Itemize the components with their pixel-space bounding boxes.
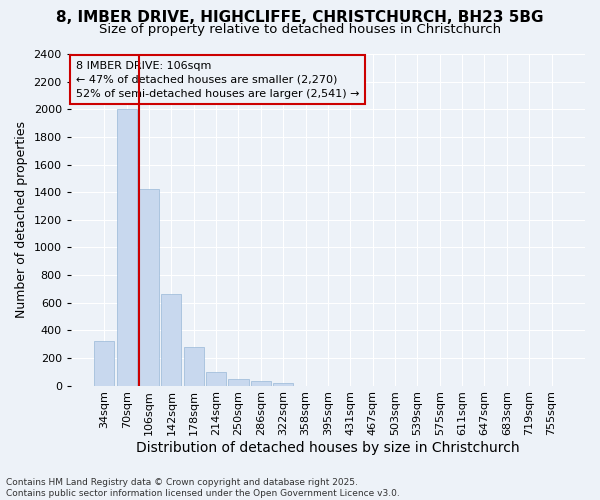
Y-axis label: Number of detached properties: Number of detached properties — [15, 122, 28, 318]
Text: Contains HM Land Registry data © Crown copyright and database right 2025.
Contai: Contains HM Land Registry data © Crown c… — [6, 478, 400, 498]
Bar — [184, 347, 204, 386]
Bar — [251, 382, 271, 386]
Bar — [116, 110, 137, 386]
Text: 8 IMBER DRIVE: 106sqm
← 47% of detached houses are smaller (2,270)
52% of semi-d: 8 IMBER DRIVE: 106sqm ← 47% of detached … — [76, 60, 359, 98]
X-axis label: Distribution of detached houses by size in Christchurch: Distribution of detached houses by size … — [136, 441, 520, 455]
Bar — [161, 294, 181, 386]
Bar — [273, 383, 293, 386]
Text: Size of property relative to detached houses in Christchurch: Size of property relative to detached ho… — [99, 22, 501, 36]
Bar — [206, 372, 226, 386]
Text: 8, IMBER DRIVE, HIGHCLIFFE, CHRISTCHURCH, BH23 5BG: 8, IMBER DRIVE, HIGHCLIFFE, CHRISTCHURCH… — [56, 10, 544, 25]
Bar — [229, 378, 248, 386]
Bar — [139, 190, 159, 386]
Bar — [94, 342, 115, 386]
